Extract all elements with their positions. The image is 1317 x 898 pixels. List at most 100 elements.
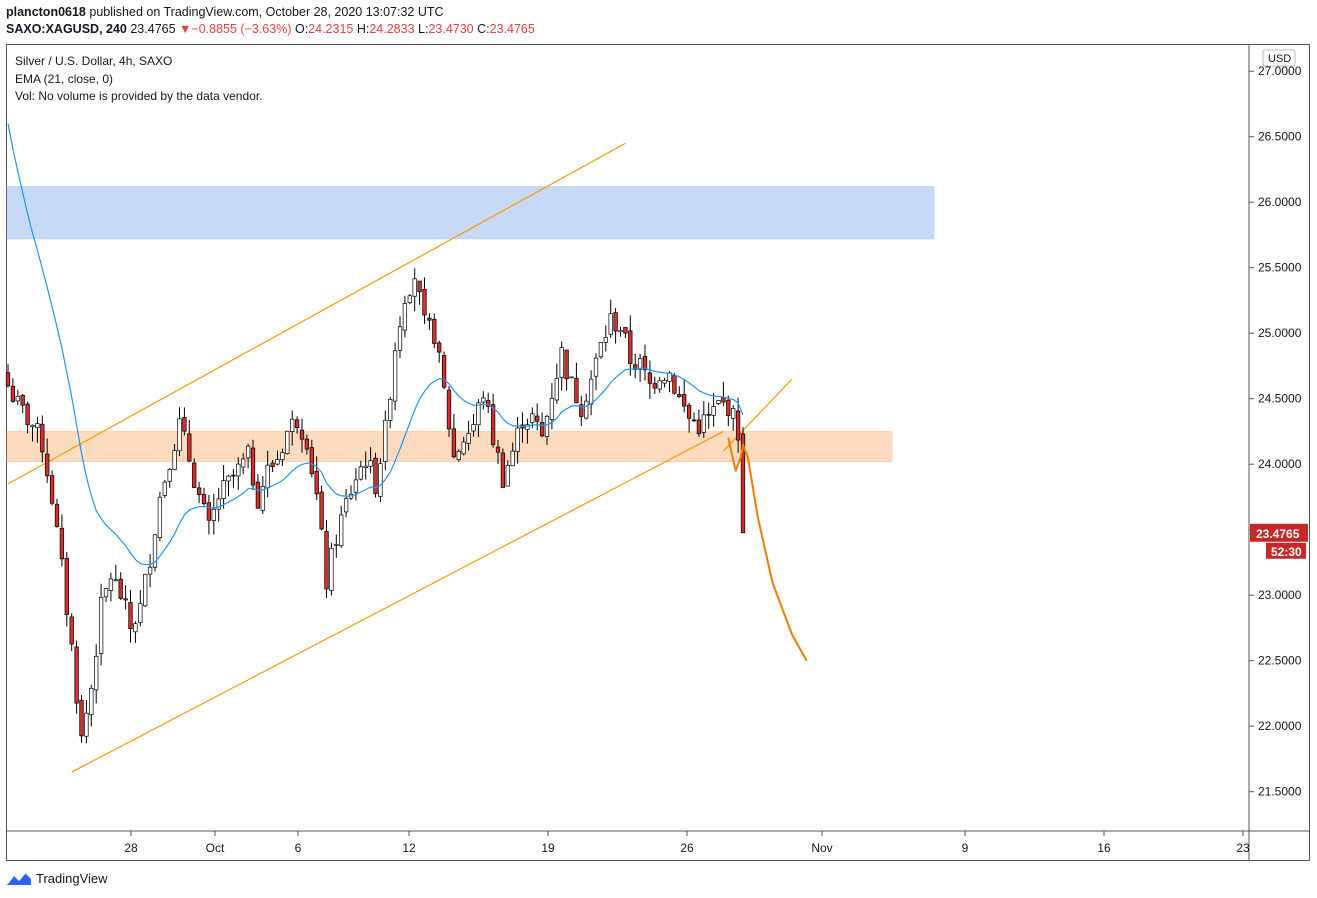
- candle[interactable]: [255, 474, 261, 509]
- candle[interactable]: [388, 396, 393, 429]
- candle[interactable]: [162, 479, 167, 498]
- candle[interactable]: [608, 299, 613, 338]
- candle[interactable]: [368, 447, 373, 474]
- candle[interactable]: [397, 316, 403, 358]
- candle[interactable]: [241, 453, 246, 475]
- candle[interactable]: [564, 349, 569, 391]
- candle[interactable]: [466, 420, 471, 451]
- candle[interactable]: [182, 407, 187, 436]
- candle[interactable]: [231, 468, 236, 488]
- channel-lower-line[interactable]: [71, 430, 724, 773]
- candle[interactable]: [451, 414, 457, 459]
- candle[interactable]: [618, 326, 623, 337]
- candle[interactable]: [314, 456, 319, 500]
- candle[interactable]: [128, 589, 133, 643]
- candle[interactable]: [559, 341, 564, 391]
- candle[interactable]: [177, 407, 182, 457]
- candle[interactable]: [735, 397, 741, 453]
- candle[interactable]: [613, 307, 618, 344]
- candle[interactable]: [270, 460, 275, 473]
- candle[interactable]: [686, 402, 692, 433]
- candle[interactable]: [574, 362, 579, 404]
- candle[interactable]: [167, 468, 172, 488]
- candle[interactable]: [285, 430, 290, 455]
- candle[interactable]: [642, 344, 648, 381]
- candle[interactable]: [118, 572, 123, 600]
- candle[interactable]: [309, 439, 314, 478]
- candle[interactable]: [94, 644, 99, 704]
- candle[interactable]: [628, 315, 633, 376]
- candle[interactable]: [348, 485, 354, 501]
- candle[interactable]: [363, 451, 368, 480]
- candle[interactable]: [35, 416, 40, 443]
- candle[interactable]: [677, 386, 682, 398]
- candle[interactable]: [79, 695, 84, 743]
- currency-badge[interactable]: [1262, 49, 1296, 67]
- candle[interactable]: [245, 443, 251, 469]
- candle[interactable]: [353, 468, 359, 501]
- candle[interactable]: [623, 327, 628, 339]
- candle[interactable]: [334, 534, 339, 558]
- candle[interactable]: [290, 410, 295, 446]
- candle[interactable]: [40, 415, 45, 463]
- candle[interactable]: [108, 572, 114, 602]
- candle[interactable]: [554, 363, 559, 404]
- candle[interactable]: [172, 443, 177, 470]
- candle[interactable]: [383, 410, 388, 471]
- candle[interactable]: [535, 403, 540, 431]
- candle[interactable]: [89, 684, 94, 727]
- resistance-zone[interactable]: [6, 186, 935, 240]
- candle[interactable]: [260, 476, 265, 514]
- candle[interactable]: [98, 583, 104, 666]
- candle[interactable]: [192, 458, 197, 488]
- candle[interactable]: [510, 442, 515, 467]
- candle[interactable]: [412, 268, 417, 312]
- candle[interactable]: [647, 360, 653, 399]
- channel-upper-line[interactable]: [7, 142, 626, 485]
- candle[interactable]: [49, 470, 55, 506]
- candle[interactable]: [731, 405, 736, 431]
- candle[interactable]: [329, 542, 334, 596]
- candle[interactable]: [20, 394, 25, 414]
- candle[interactable]: [343, 488, 349, 518]
- candle[interactable]: [490, 393, 496, 448]
- candle[interactable]: [304, 434, 310, 455]
- candle[interactable]: [711, 392, 716, 427]
- candle[interactable]: [427, 313, 432, 330]
- candle[interactable]: [113, 564, 118, 582]
- footer-brand[interactable]: TradingView: [6, 871, 108, 886]
- candle[interactable]: [226, 474, 231, 497]
- candle[interactable]: [495, 439, 501, 465]
- candle[interactable]: [588, 370, 594, 416]
- candle[interactable]: [201, 487, 207, 506]
- candle[interactable]: [471, 413, 476, 437]
- candle[interactable]: [358, 460, 363, 481]
- candle[interactable]: [716, 400, 721, 405]
- candle[interactable]: [373, 452, 378, 498]
- candle[interactable]: [187, 420, 192, 463]
- candle[interactable]: [446, 386, 452, 437]
- candle[interactable]: [481, 391, 486, 410]
- candle[interactable]: [59, 514, 65, 567]
- candle[interactable]: [54, 498, 60, 528]
- symbol-label[interactable]: SAXO:XAGUSD, 240: [6, 22, 127, 36]
- candle[interactable]: [441, 351, 447, 390]
- candle[interactable]: [437, 340, 442, 363]
- candle[interactable]: [236, 457, 241, 490]
- candle[interactable]: [706, 402, 711, 429]
- candle[interactable]: [69, 613, 74, 652]
- candle[interactable]: [672, 373, 677, 395]
- candle[interactable]: [196, 481, 202, 504]
- candle[interactable]: [407, 294, 412, 305]
- candle[interactable]: [544, 414, 550, 445]
- candle[interactable]: [593, 353, 599, 391]
- legend-title[interactable]: Silver / U.S. Dollar, 4h, SAXO: [15, 54, 173, 68]
- candle[interactable]: [133, 621, 138, 643]
- candle[interactable]: [216, 487, 221, 522]
- candle[interactable]: [721, 381, 726, 407]
- candle[interactable]: [319, 485, 324, 531]
- projection-curve[interactable]: [727, 437, 808, 662]
- candle[interactable]: [603, 325, 608, 352]
- candle[interactable]: [682, 379, 687, 413]
